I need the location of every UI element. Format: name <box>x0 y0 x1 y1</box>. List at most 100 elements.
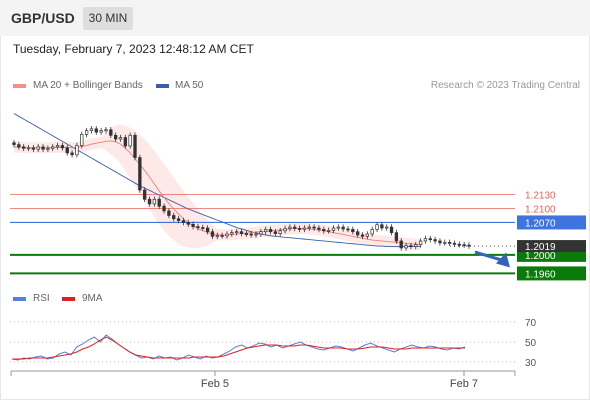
header-bar: GBP/USD 30 MIN <box>0 0 590 36</box>
forecast-arrow-head <box>496 252 510 268</box>
bollinger-band <box>14 124 421 251</box>
candle <box>31 147 36 150</box>
ma50-legend-swatch <box>156 84 169 88</box>
rsi-legend-label: RSI <box>33 293 50 304</box>
ma9-legend-label: 9MA <box>82 293 103 304</box>
candle <box>239 231 244 234</box>
ma9-legend-swatch <box>62 297 75 301</box>
candle <box>181 220 186 223</box>
candle <box>346 228 350 231</box>
candle <box>162 205 166 212</box>
candle <box>341 226 345 230</box>
candle <box>75 145 79 156</box>
candle <box>133 134 137 158</box>
rsi-tick-label-0: 70 <box>525 318 537 329</box>
candle <box>157 198 161 207</box>
candle <box>312 226 316 229</box>
candle <box>462 244 466 247</box>
candle <box>283 228 287 232</box>
candle <box>322 229 326 232</box>
candle <box>22 146 26 149</box>
candle <box>356 231 360 236</box>
candle <box>375 224 379 230</box>
candle <box>55 145 60 148</box>
candle <box>118 137 123 140</box>
candle <box>394 232 399 242</box>
candle <box>225 233 229 237</box>
candle <box>317 227 321 230</box>
candle <box>17 144 21 148</box>
candle <box>210 231 215 237</box>
candle <box>385 226 389 229</box>
candle <box>365 233 370 237</box>
candle <box>143 189 147 200</box>
candle <box>428 238 432 241</box>
candle <box>336 226 340 229</box>
rsi-legend-swatch <box>13 297 26 301</box>
candle <box>176 218 181 221</box>
candle <box>438 240 442 244</box>
candle <box>51 146 55 149</box>
candle <box>423 238 428 242</box>
candle <box>84 130 89 135</box>
forecast-arrow-shaft <box>474 250 504 262</box>
candle <box>418 240 423 246</box>
candle <box>205 227 210 233</box>
x-tick-label-1: Feb 7 <box>450 378 478 390</box>
symbol-title: GBP/USD <box>11 10 75 26</box>
candle <box>89 128 94 132</box>
candle <box>331 227 336 231</box>
level-label-3: 1.2000 <box>525 251 556 262</box>
current-price-tag <box>517 240 586 253</box>
candle <box>152 198 157 205</box>
candle <box>457 243 461 246</box>
candle <box>370 229 374 235</box>
candle <box>389 226 394 233</box>
candle <box>99 130 103 133</box>
rsi-tick-label-2: 30 <box>525 358 537 369</box>
candle <box>302 227 307 230</box>
candle <box>201 227 205 229</box>
candle <box>234 231 239 234</box>
candle <box>326 229 331 232</box>
level-tag-2 <box>517 215 586 230</box>
candle <box>264 229 268 233</box>
candle <box>259 231 263 235</box>
candle <box>215 235 219 237</box>
rsi-ma9-line <box>12 336 465 360</box>
candle <box>123 137 127 147</box>
candle <box>104 129 108 132</box>
candle <box>404 245 408 249</box>
candle <box>273 231 278 234</box>
candle <box>447 242 452 244</box>
ma20-legend-label: MA 20 + Bollinger Bands <box>33 80 143 91</box>
timeframe-button[interactable]: 30 MIN <box>83 7 133 30</box>
candle <box>244 233 249 235</box>
candle <box>196 226 200 228</box>
current-price-label: 1.2019 <box>525 242 556 253</box>
ma20-legend-swatch <box>13 84 26 88</box>
rsi-line <box>11 334 466 361</box>
level-label-4: 1.1960 <box>525 269 556 280</box>
candle <box>186 222 190 225</box>
candle <box>113 134 118 140</box>
candle <box>220 235 224 237</box>
credit-text: Research © 2023 Trading Central <box>430 80 580 91</box>
candle <box>307 226 311 229</box>
candle <box>109 129 113 136</box>
candle <box>65 147 69 154</box>
candle <box>268 229 273 233</box>
candle <box>94 128 98 133</box>
level-label-0: 1.2130 <box>525 191 556 202</box>
candle <box>414 244 418 247</box>
candle <box>249 233 253 236</box>
price-chart: 1.2130 1.2100 1.2070 1.2000 1.1960 1.2019 <box>10 113 586 281</box>
candle <box>288 226 292 229</box>
candle <box>254 233 258 236</box>
candle <box>36 146 40 150</box>
candle <box>138 157 142 191</box>
candle <box>172 215 176 220</box>
candle <box>297 228 302 230</box>
candle <box>147 198 152 205</box>
